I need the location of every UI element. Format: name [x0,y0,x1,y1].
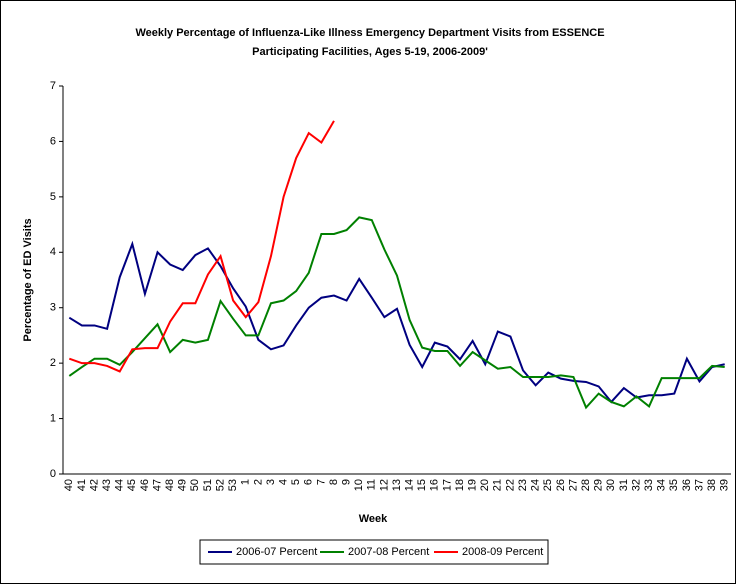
x-tick-label: 42 [88,479,100,491]
legend-box [199,539,549,565]
x-tick-label: 11 [366,479,378,490]
x-tick-label: 20 [479,479,491,491]
x-tick-label: 17 [441,479,453,491]
series-line [68,216,725,410]
x-tick-label: 18 [454,479,466,491]
x-tick-label: 15 [416,479,428,491]
x-tick-label: 34 [656,479,668,491]
x-tick-label: 52 [214,479,226,491]
x-tick-label: 36 [681,479,693,491]
x-tick-label: 37 [693,479,705,491]
x-tick-label: 6 [303,479,315,485]
x-tick-label: 35 [668,479,680,491]
x-tick-label: 5 [290,479,302,485]
y-tick-label: 5 [50,191,56,203]
x-tick-label: 30 [605,479,617,491]
x-tick-label: 25 [542,479,554,491]
y-tick-label: 0 [50,468,56,480]
x-tick-label: 38 [706,479,718,491]
x-tick-label: 50 [189,479,201,491]
series-line [68,120,335,373]
x-tick-label: 4 [277,479,289,485]
x-tick-label: 39 [719,479,731,491]
x-tick-label: 40 [63,479,75,491]
y-tick-label: 6 [50,135,56,147]
series-line [68,240,725,404]
x-tick-label: 19 [467,479,479,491]
x-tick-label: 26 [555,479,567,491]
x-tick-label: 10 [353,479,365,491]
x-tick-label: 23 [517,479,529,491]
legend-label: 2007-08 Percent [348,546,429,558]
x-tick-label: 2 [252,479,264,485]
y-tick-label: 7 [50,80,56,92]
x-axis-title: Week [359,513,388,525]
x-tick-label: 33 [643,479,655,491]
x-tick-label: 46 [139,479,151,491]
y-tick-label: 3 [50,302,56,314]
x-tick-label: 51 [202,479,214,491]
x-tick-label: 22 [504,479,516,491]
x-tick-label: 9 [340,479,352,485]
x-tick-label: 43 [101,479,113,491]
legend-label: 2006-07 Percent [236,546,317,558]
y-tick-label: 4 [50,246,56,258]
chart-title: Weekly Percentage of Influenza-Like Illn… [135,27,605,58]
y-axis-title: Percentage of ED Visits [22,218,34,341]
x-tick-label: 49 [177,479,189,491]
x-tick-label: 1 [240,479,252,485]
x-tick-label: 48 [164,479,176,491]
x-tick-label: 28 [580,479,592,491]
y-tick-label: 1 [50,412,56,424]
x-tick-label: 45 [126,479,138,491]
y-tick-label: 2 [50,357,56,369]
x-tick-label: 29 [593,479,605,491]
x-tick-label: 41 [76,479,88,491]
x-tick-label: 27 [567,479,579,491]
x-tick-label: 14 [404,479,416,491]
x-tick-label: 47 [151,479,163,491]
x-tick-label: 7 [315,479,327,485]
x-tick-label: 12 [378,479,390,491]
x-tick-label: 31 [618,479,630,491]
legend-label: 2008-09 Percent [462,546,543,558]
x-tick-label: 16 [429,479,441,491]
x-tick-label: 21 [492,479,504,491]
x-tick-label: 32 [630,479,642,491]
x-tick-label: 13 [391,479,403,491]
x-tick-label: 3 [265,479,277,485]
x-tick-label: 44 [114,479,126,491]
x-tick-label: 24 [530,479,542,491]
x-tick-label: 8 [328,479,340,485]
x-tick-label: 53 [227,479,239,491]
